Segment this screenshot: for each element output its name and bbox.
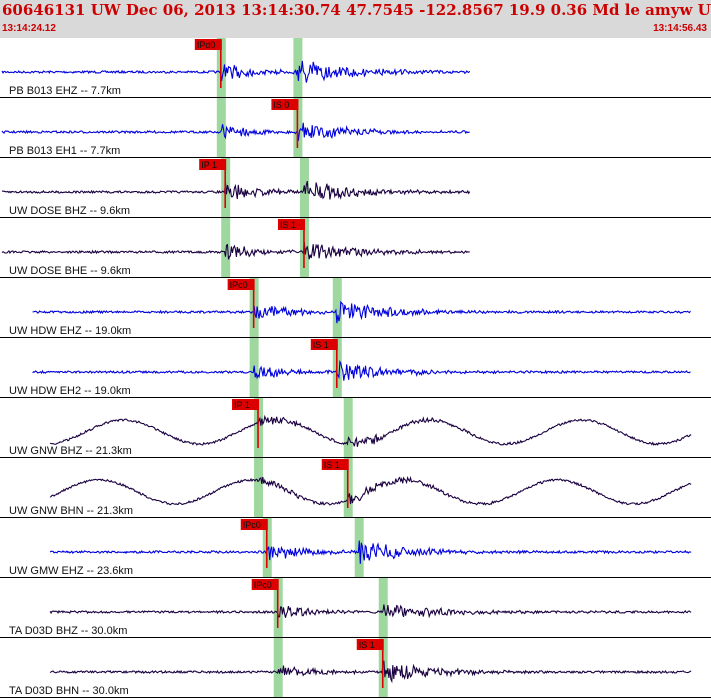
end-time-label: 13:14:56.43 <box>653 23 707 34</box>
station-label: PB B013 EH1 -- 7.7km <box>9 145 120 157</box>
seismogram-plot: IPd0 PB B013 EHZ -- 7.7km IS 0 PB B013 EH1 … <box>0 38 711 698</box>
pick-label: IP 1 <box>234 400 250 410</box>
seismic-trace <box>1 122 470 141</box>
pick-label: IS 1 <box>280 220 296 230</box>
pick-label: IPd0 <box>197 40 216 50</box>
station-label: UW GNW BHZ -- 21.3km <box>9 445 132 457</box>
seismic-trace <box>1 241 470 260</box>
seismic-trace <box>49 414 692 447</box>
p-window <box>343 398 353 458</box>
start-time-label: 13:14:24.12 <box>2 23 56 34</box>
pick-label: IS 1 <box>359 640 375 650</box>
event-title: 60646131 UW Dec 06, 2013 13:14:30.74 47.… <box>2 1 711 19</box>
seismic-trace <box>49 475 692 506</box>
seismic-trace <box>32 359 691 381</box>
pick-box <box>199 159 227 170</box>
seismic-trace <box>1 180 471 200</box>
station-label: UW HDW EHZ -- 19.0km <box>9 325 131 337</box>
p-window <box>254 458 264 518</box>
station-label: UW HDW EH2 -- 19.0km <box>9 385 131 397</box>
pick-label: IS 1 <box>324 460 340 470</box>
pick-label: IS 1 <box>313 340 329 350</box>
seismic-trace <box>49 604 692 619</box>
station-label: PB B013 EHZ -- 7.7km <box>9 85 121 97</box>
p-window <box>216 98 226 158</box>
station-label: UW GMW EHZ -- 23.6km <box>9 565 133 577</box>
p-window <box>293 38 303 98</box>
seismic-trace <box>32 300 691 324</box>
pick-box <box>240 519 268 530</box>
pick-box <box>321 459 349 470</box>
pick-box <box>277 219 305 230</box>
station-label: UW DOSE BHE -- 9.6km <box>9 265 131 277</box>
seismic-trace <box>49 540 692 564</box>
pick-box <box>251 579 279 590</box>
station-label: UW DOSE BHZ -- 9.6km <box>9 205 130 217</box>
station-label: UW GNW BHN -- 21.3km <box>9 505 133 517</box>
station-label: TA D03D BHZ -- 30.0km <box>9 625 127 637</box>
pick-label: IS 0 <box>273 100 289 110</box>
p-window <box>273 638 283 698</box>
pick-box <box>271 99 299 110</box>
pick-box <box>194 39 222 50</box>
p-window <box>332 278 342 338</box>
seismic-trace <box>49 660 692 684</box>
pick-label: IPc0 <box>254 580 272 590</box>
p-window <box>221 218 231 278</box>
pick-box <box>310 339 338 350</box>
pick-box <box>356 639 384 650</box>
seismic-trace <box>1 60 471 83</box>
station-label: TA D03D BHN -- 30.0km <box>9 685 129 697</box>
pick-label: IPc0 <box>243 520 261 530</box>
pick-label: IPc0 <box>230 280 248 290</box>
pick-box <box>227 279 255 290</box>
pick-label: IP 1 <box>201 160 217 170</box>
pick-box <box>232 399 260 410</box>
event-header: 60646131 UW Dec 06, 2013 13:14:30.74 47.… <box>0 0 711 38</box>
